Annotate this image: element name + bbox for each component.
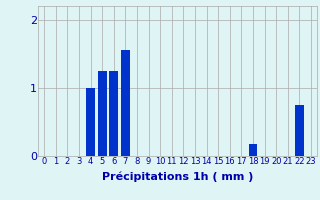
Bar [249,144,257,156]
Bar [295,105,304,156]
X-axis label: Précipitations 1h ( mm ): Précipitations 1h ( mm ) [102,172,253,182]
Bar [86,88,95,156]
Bar [109,71,118,156]
Bar [98,71,107,156]
Bar [121,50,130,156]
